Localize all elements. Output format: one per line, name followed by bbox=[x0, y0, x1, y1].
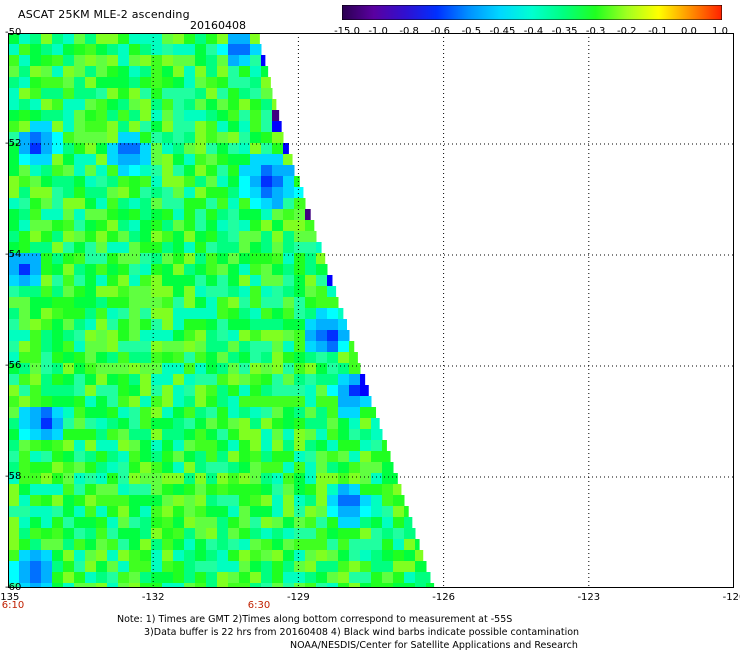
wind-map bbox=[8, 33, 734, 588]
wind-speed-raster bbox=[8, 33, 435, 588]
plot-frame bbox=[8, 33, 734, 588]
latitude-label: -52 bbox=[5, 138, 22, 149]
colorbar bbox=[342, 5, 722, 20]
note-line-3: NOAA/NESDIS/Center for Satellite Applica… bbox=[290, 640, 578, 651]
longitude-label: -120 bbox=[722, 592, 740, 603]
colorbar-tick-label: -0.4 bbox=[523, 26, 544, 37]
latitude-label: -56 bbox=[5, 360, 22, 371]
latitude-label: -60 bbox=[5, 582, 22, 593]
colorbar-tick-label: 1.0 bbox=[712, 26, 728, 37]
colorbar-tick-label: 0.0 bbox=[680, 26, 697, 37]
longitude-label: -123 bbox=[577, 592, 601, 603]
note-line-2: 3)Data buffer is 22 hrs from 20160408 4)… bbox=[144, 627, 580, 638]
colorbar-tick-label: -0.6 bbox=[430, 26, 451, 37]
latitude-label: -58 bbox=[5, 471, 22, 482]
grid-lines bbox=[8, 33, 734, 588]
longitude-label: -132 bbox=[141, 592, 165, 603]
longitude-label: -129 bbox=[287, 592, 310, 603]
colorbar-tick-label: -0.2 bbox=[616, 26, 637, 37]
latitude-label: -54 bbox=[5, 249, 22, 260]
longitude-label: -135 bbox=[0, 592, 20, 603]
map-date: 20160408 bbox=[190, 19, 246, 32]
colorbar-tick-label: -1.0 bbox=[368, 26, 388, 37]
longitude-label: -126 bbox=[432, 592, 455, 603]
colorbar-tick-label: -0.3 bbox=[585, 26, 606, 37]
colorbar-tick-label: -0.5 bbox=[461, 26, 482, 37]
colorbar-tick-label: -0.1 bbox=[648, 26, 668, 37]
time-label-start: 6:10 bbox=[1, 600, 25, 611]
note-line-1: Note: 1) Times are GMT 2)Times along bot… bbox=[117, 614, 513, 625]
colorbar-tick-label: -0.45 bbox=[489, 26, 516, 37]
colorbar-tick-label: -15.0 bbox=[334, 26, 360, 37]
latitude-label: -50 bbox=[5, 27, 22, 38]
time-label-mid: 6:30 bbox=[247, 600, 271, 611]
colorbar-tick-label: -0.35 bbox=[551, 26, 578, 37]
colorbar-tick-label: -0.8 bbox=[399, 26, 419, 37]
map-title: ASCAT 25KM MLE-2 ascending bbox=[18, 8, 190, 21]
